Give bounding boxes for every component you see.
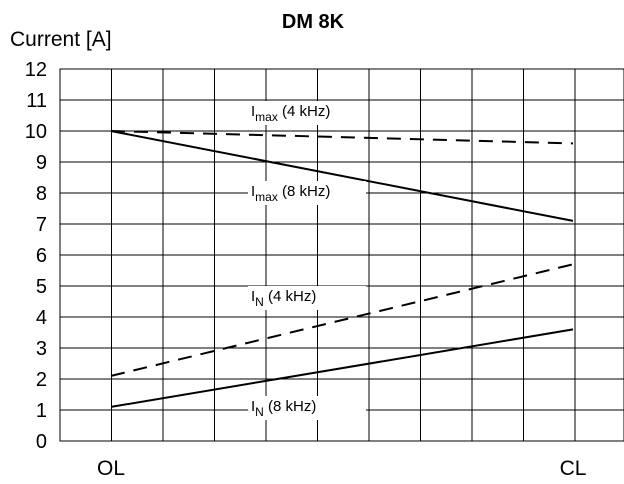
x-tick-label: CL <box>560 457 587 480</box>
y-tick-label: 8 <box>36 183 47 205</box>
series-line <box>110 130 574 222</box>
series-line <box>110 130 574 145</box>
series-line <box>110 263 574 377</box>
x-tick-label: OL <box>97 457 125 480</box>
y-tick-label: 12 <box>25 59 47 81</box>
series-lines <box>110 130 574 408</box>
annotation-background <box>248 396 366 420</box>
series-annotation: IN (8 kHz) <box>251 398 316 419</box>
y-tick-label: 0 <box>36 431 47 453</box>
annotation-background <box>248 181 366 205</box>
annotation-background <box>248 101 366 125</box>
annotation-background <box>248 286 366 310</box>
chart-title: DM 8K <box>282 11 345 33</box>
y-tick-label: 5 <box>36 276 47 298</box>
y-tick-label: 10 <box>25 121 47 143</box>
series-line <box>110 328 574 408</box>
y-tick-label: 4 <box>36 307 47 329</box>
y-axis-label: Current [A] <box>10 28 112 51</box>
x-tick-labels: OL CL <box>97 457 586 480</box>
y-tick-label: 6 <box>36 245 47 267</box>
y-tick-label: 1 <box>36 400 47 422</box>
y-tick-label: 3 <box>36 338 47 360</box>
series-annotation: Imax (8 kHz) <box>251 183 330 204</box>
series-annotations: Imax (4 kHz) Imax (8 kHz) IN (4 kHz) IN (8 … <box>248 101 366 420</box>
y-tick-label: 9 <box>36 152 47 174</box>
y-tick-label: 2 <box>36 369 47 391</box>
series-annotation: IN (4 kHz) <box>251 288 316 309</box>
series-annotation: Imax (4 kHz) <box>251 103 330 124</box>
y-tick-label: 7 <box>36 214 47 236</box>
y-tick-label: 11 <box>26 90 47 112</box>
